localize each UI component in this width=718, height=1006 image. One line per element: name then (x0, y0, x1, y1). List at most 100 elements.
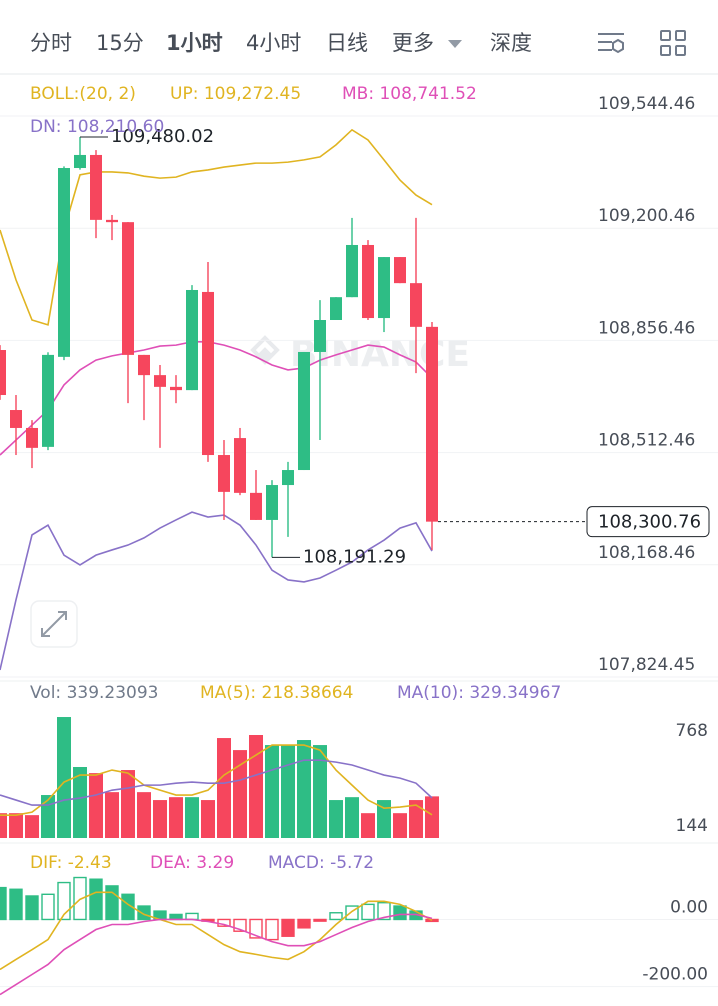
layout-icon[interactable] (660, 30, 686, 56)
macd-bar (265, 918, 279, 941)
volume-bar (41, 795, 55, 838)
y-tick-label: 108,168.46 (598, 543, 695, 563)
volume-bar (89, 773, 103, 838)
macd-bar (393, 905, 407, 921)
macd-bar (233, 918, 247, 932)
macd-bar (329, 912, 343, 921)
settings-icon[interactable] (598, 33, 624, 54)
candle-body (90, 154, 102, 220)
interval-tabs: 分时 15分 1小时 4小时 日线 更多 深度 (30, 31, 532, 55)
candle-body (314, 320, 326, 352)
volume-bar (409, 800, 423, 838)
macd-bar (377, 901, 391, 921)
candle-body (42, 354, 54, 447)
candle-body (10, 410, 22, 428)
macd-bar (41, 893, 55, 921)
candle-body (74, 154, 86, 169)
macd-bar (297, 918, 311, 929)
macd-bar (137, 905, 151, 921)
volume-bar (137, 792, 151, 838)
legend-entry: BOLL:(20, 2) (30, 84, 136, 104)
candle-body (362, 244, 374, 319)
y-tick-label: 107,824.45 (598, 655, 695, 675)
macd-bar (185, 912, 199, 921)
legend-entry: MACD: -5.72 (268, 853, 374, 873)
interval-tab[interactable]: 日线 (326, 31, 368, 55)
volume-bar (105, 792, 119, 838)
interval-tab[interactable]: 分时 (30, 31, 72, 55)
legend-entry: DN: 108,210.60 (30, 117, 164, 137)
volume-bar (169, 797, 183, 838)
y-tick-label: 109,200.46 (598, 206, 695, 226)
candle-body (0, 350, 6, 396)
candle-body (154, 375, 166, 387)
macd-bar (25, 895, 39, 921)
volume-bar (377, 800, 391, 838)
volume-bar (185, 797, 199, 838)
indicator-line (0, 341, 433, 456)
legend-entry: DEA: 3.29 (150, 853, 234, 873)
volume-bar (249, 735, 263, 838)
candle-body (378, 257, 390, 319)
expand-button[interactable] (30, 600, 78, 648)
candle-body (218, 455, 230, 492)
y-tick-label: 108,856.46 (598, 318, 695, 338)
macd-bar (121, 893, 135, 921)
volume-bar (57, 717, 71, 838)
indicator-line (0, 759, 433, 806)
interval-tab[interactable]: 4小时 (246, 31, 301, 55)
candle-body (106, 219, 118, 223)
volume-bar (9, 813, 23, 838)
candle-body (122, 222, 134, 355)
indicator-line (0, 891, 433, 971)
volume-bar (393, 813, 407, 838)
volume-bar (329, 800, 343, 838)
annotation-label: 109,480.02 (111, 126, 214, 147)
interval-tab[interactable]: 深度 (490, 31, 532, 55)
legend-entry: MA(5): 218.38664 (200, 683, 353, 703)
candle-body (186, 289, 198, 391)
legend-entry: DIF: -2.43 (30, 853, 112, 873)
interval-tab[interactable]: 更多 (392, 31, 434, 55)
volume-bar (281, 745, 295, 838)
macd-bar (89, 878, 103, 921)
indicator-line (0, 913, 433, 996)
interval-tab[interactable]: 1小时 (166, 31, 223, 55)
candle-body (138, 354, 150, 376)
volume-bar (0, 813, 7, 838)
volume-bar (361, 813, 375, 838)
legend-entry: MA(10): 329.34967 (397, 683, 561, 703)
plot-area: BINANCE109,544.46109,200.46108,856.46108… (0, 84, 718, 996)
more-arrow[interactable] (448, 40, 462, 48)
candle-body (426, 326, 438, 522)
candle-body (298, 351, 310, 471)
macd-bar (0, 886, 7, 921)
candle-body (394, 257, 406, 284)
volume-bar (313, 745, 327, 838)
candle-body (330, 297, 342, 321)
candle-body (26, 427, 38, 448)
candle-body (202, 291, 214, 456)
y-tick-label: 768 (676, 721, 708, 741)
macd-bar (249, 918, 263, 939)
interval-tab[interactable]: 15分 (96, 31, 144, 55)
candle-body (170, 386, 182, 391)
legend-entry: MB: 108,741.52 (342, 84, 477, 104)
candle-body (346, 244, 358, 298)
volume-bar (201, 800, 215, 838)
candle-body (410, 283, 422, 327)
macd-bar (9, 888, 23, 921)
annotation-label: 108,191.29 (303, 546, 406, 567)
legend-entry: Vol: 339.23093 (30, 683, 159, 703)
y-tick-label: 108,512.46 (598, 431, 695, 451)
macd-bar (361, 903, 375, 921)
indicator-line (0, 128, 433, 326)
macd-bar (313, 918, 327, 922)
macd-bar (105, 885, 119, 921)
volume-bar (217, 738, 231, 838)
y-tick-label: 0.00 (670, 897, 708, 917)
candle-body (58, 168, 70, 357)
candle-body (234, 438, 246, 493)
volume-bar (25, 815, 39, 838)
